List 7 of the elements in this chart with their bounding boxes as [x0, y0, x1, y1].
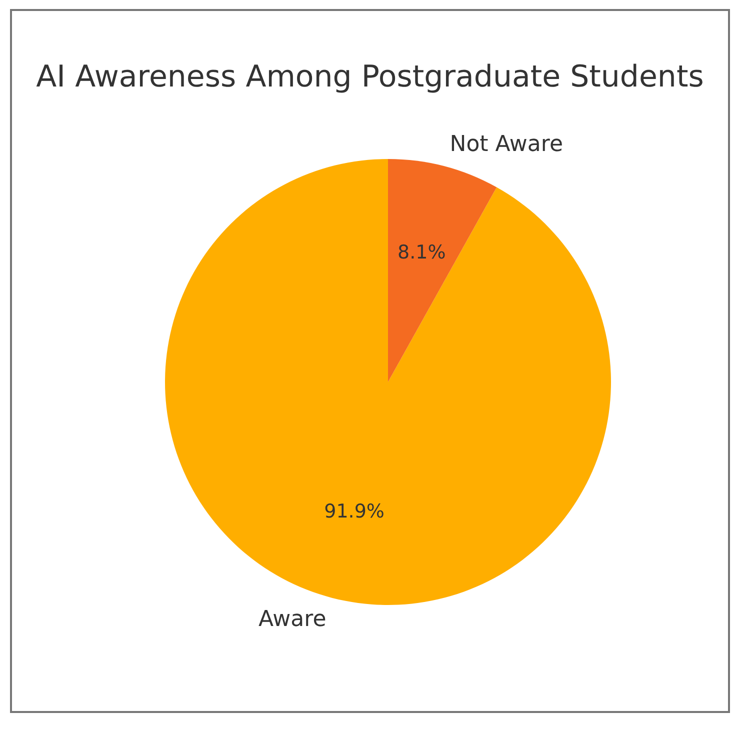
- chart-title: AI Awareness Among Postgraduate Students: [36, 60, 704, 94]
- slice-label: Aware: [258, 606, 326, 632]
- pie-slice: [388, 159, 497, 382]
- pie-slice: [165, 159, 611, 605]
- data-label: 8.1%: [398, 242, 446, 264]
- data-label: 91.9%: [324, 500, 384, 522]
- slice-label: Not Aware: [450, 132, 564, 158]
